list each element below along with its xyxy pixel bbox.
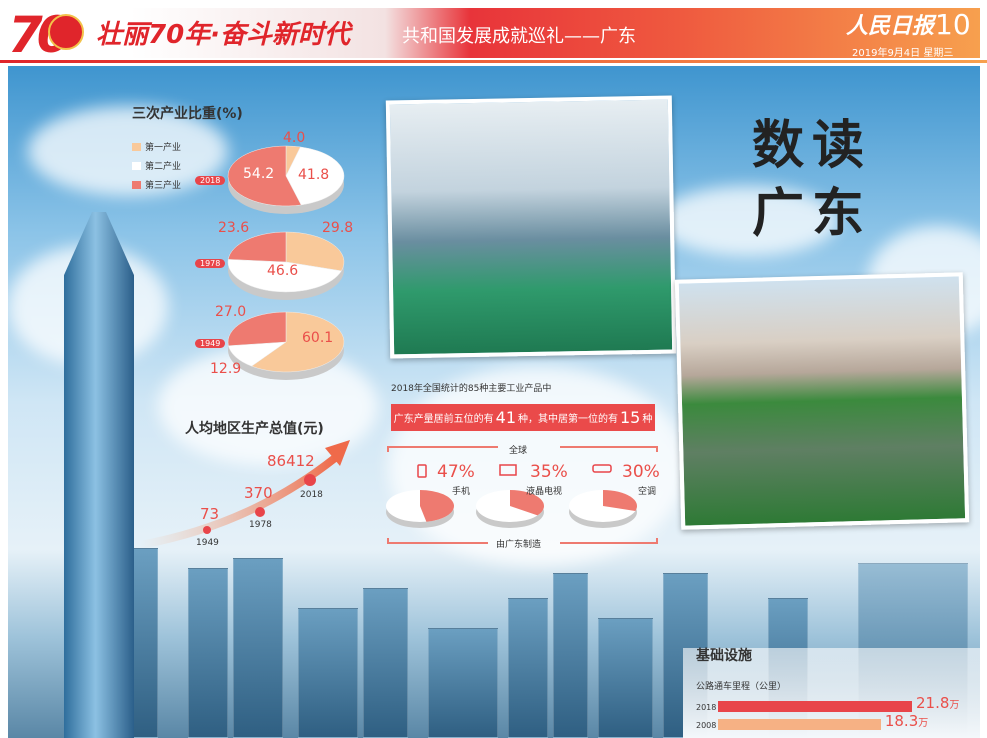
bar-value-2018: 21.8万 (916, 694, 959, 712)
bar-year-2018: 2018 (696, 703, 717, 712)
product-pie-share (603, 490, 638, 511)
slogan: 壮丽70年·奋斗新时代 (96, 20, 351, 50)
band-text: 广东产量居前五位的有 (393, 414, 494, 425)
gdp-title: 人均地区生产总值(元) (185, 421, 324, 437)
arrow-head (325, 440, 350, 466)
infrastructure-subtitle: 公路通车里程（公里） (696, 682, 787, 692)
gdp-year-1949: 1949 (196, 538, 219, 548)
unit: 万 (918, 718, 929, 729)
gdp-year-2018: 2018 (300, 490, 323, 500)
phone-icon (417, 464, 427, 478)
year-tag-2018: 2018 (195, 176, 226, 185)
section-subtitle: 共和国发展成就巡礼——广东 (402, 26, 636, 47)
value-2018-secondary: 41.8 (298, 167, 330, 183)
tv-label: 液晶电视 (526, 487, 563, 497)
made-in-gd-bracket (387, 538, 658, 544)
pie-slice-1978-0 (285, 231, 345, 272)
gdp-value-1949: 73 (200, 505, 220, 523)
industry-legend: 第一产业 第二产业 第三产业 (132, 140, 181, 191)
issue-date: 2019年9月4日 星期三 (852, 48, 954, 59)
value-1949-secondary: 12.9 (210, 361, 242, 377)
page-number: 10 (935, 8, 971, 41)
title-line-2: 广东 (752, 184, 873, 244)
phone-label: 手机 (452, 487, 471, 497)
bar-2008 (718, 719, 881, 730)
phone-pct: 47% (437, 462, 475, 482)
masthead: 70 壮丽70年·奋斗新时代 共和国发展成就巡礼——广东 人民日报 10 201… (0, 0, 987, 64)
gdp-value-1978: 370 (244, 484, 273, 502)
tv-icon (499, 464, 517, 476)
pie-slice-1978-2 (227, 231, 287, 263)
divider (0, 60, 987, 63)
year-tag-1949: 1949 (195, 339, 226, 348)
pie-slice-1949-0 (251, 311, 345, 373)
skyscraper (64, 212, 134, 738)
product-pie-share (420, 490, 455, 522)
value-2018-tertiary: 54.2 (243, 166, 275, 182)
bar-value-2008: 18.3万 (885, 712, 928, 730)
count-top5: 41 (495, 408, 516, 427)
band-text: 种，其中居第一位的有 (518, 414, 618, 425)
value-1978-primary: 29.8 (322, 220, 354, 236)
products-highlight-band: 广东产量居前五位的有 41 种，其中居第一位的有 15 种 (391, 404, 655, 431)
value-1949-primary: 60.1 (302, 330, 334, 346)
pie-slice-1949-2 (227, 311, 287, 347)
pie-slice-2018-1 (285, 146, 345, 206)
legend-secondary: 第二产业 (132, 159, 181, 172)
band-text: 种 (642, 414, 653, 425)
year-tag-1978: 1978 (195, 259, 226, 268)
growth-arrow (139, 454, 338, 549)
ac-label: 空调 (638, 487, 657, 497)
gdp-year-1978: 1978 (249, 520, 272, 530)
value-1978-secondary: 46.6 (267, 263, 299, 279)
air-conditioner-icon (592, 464, 612, 473)
legend-label: 第三产业 (145, 181, 182, 191)
feature-title: 数读 广东 (752, 112, 872, 248)
global-label: 全球 (509, 446, 528, 456)
paper-name: 人民日报 (846, 13, 935, 39)
gdp-value-2018: 86412 (267, 452, 315, 470)
tv-pct: 35% (530, 462, 568, 482)
point-1978 (255, 507, 265, 517)
unit: 万 (949, 700, 960, 711)
ac-pct: 30% (622, 462, 660, 482)
count-first: 15 (620, 408, 641, 427)
title-line-1: 数读 (752, 116, 873, 176)
value-2018-primary: 4.0 (283, 130, 306, 146)
value: 18.3 (884, 712, 919, 730)
bar-year-2008: 2008 (696, 721, 717, 730)
industry-share-title: 三次产业比重(%) (132, 106, 243, 122)
products-intro: 2018年全国统计的85种主要工业产品中 (391, 384, 552, 394)
bar-2018 (718, 701, 912, 712)
made-in-gd-label: 由广东制造 (496, 540, 542, 550)
legend-label: 第一产业 (145, 143, 182, 153)
point-2018 (304, 474, 316, 486)
value-1978-tertiary: 23.6 (218, 220, 250, 236)
product-pie-share (510, 490, 544, 516)
point-1949 (203, 526, 211, 534)
global-bracket (387, 446, 658, 452)
value: 21.8 (916, 694, 950, 712)
header-banner (130, 8, 980, 58)
national-emblem-icon (48, 14, 84, 50)
legend-primary: 第一产业 (132, 140, 181, 153)
pie-slice-1978-1 (227, 259, 342, 293)
infrastructure-title: 基础设施 (696, 648, 752, 664)
value-1949-tertiary: 27.0 (215, 304, 247, 320)
legend-label: 第二产业 (145, 162, 182, 172)
legend-tertiary: 第三产业 (132, 178, 181, 191)
pie-slice-2018-2 (227, 145, 302, 207)
